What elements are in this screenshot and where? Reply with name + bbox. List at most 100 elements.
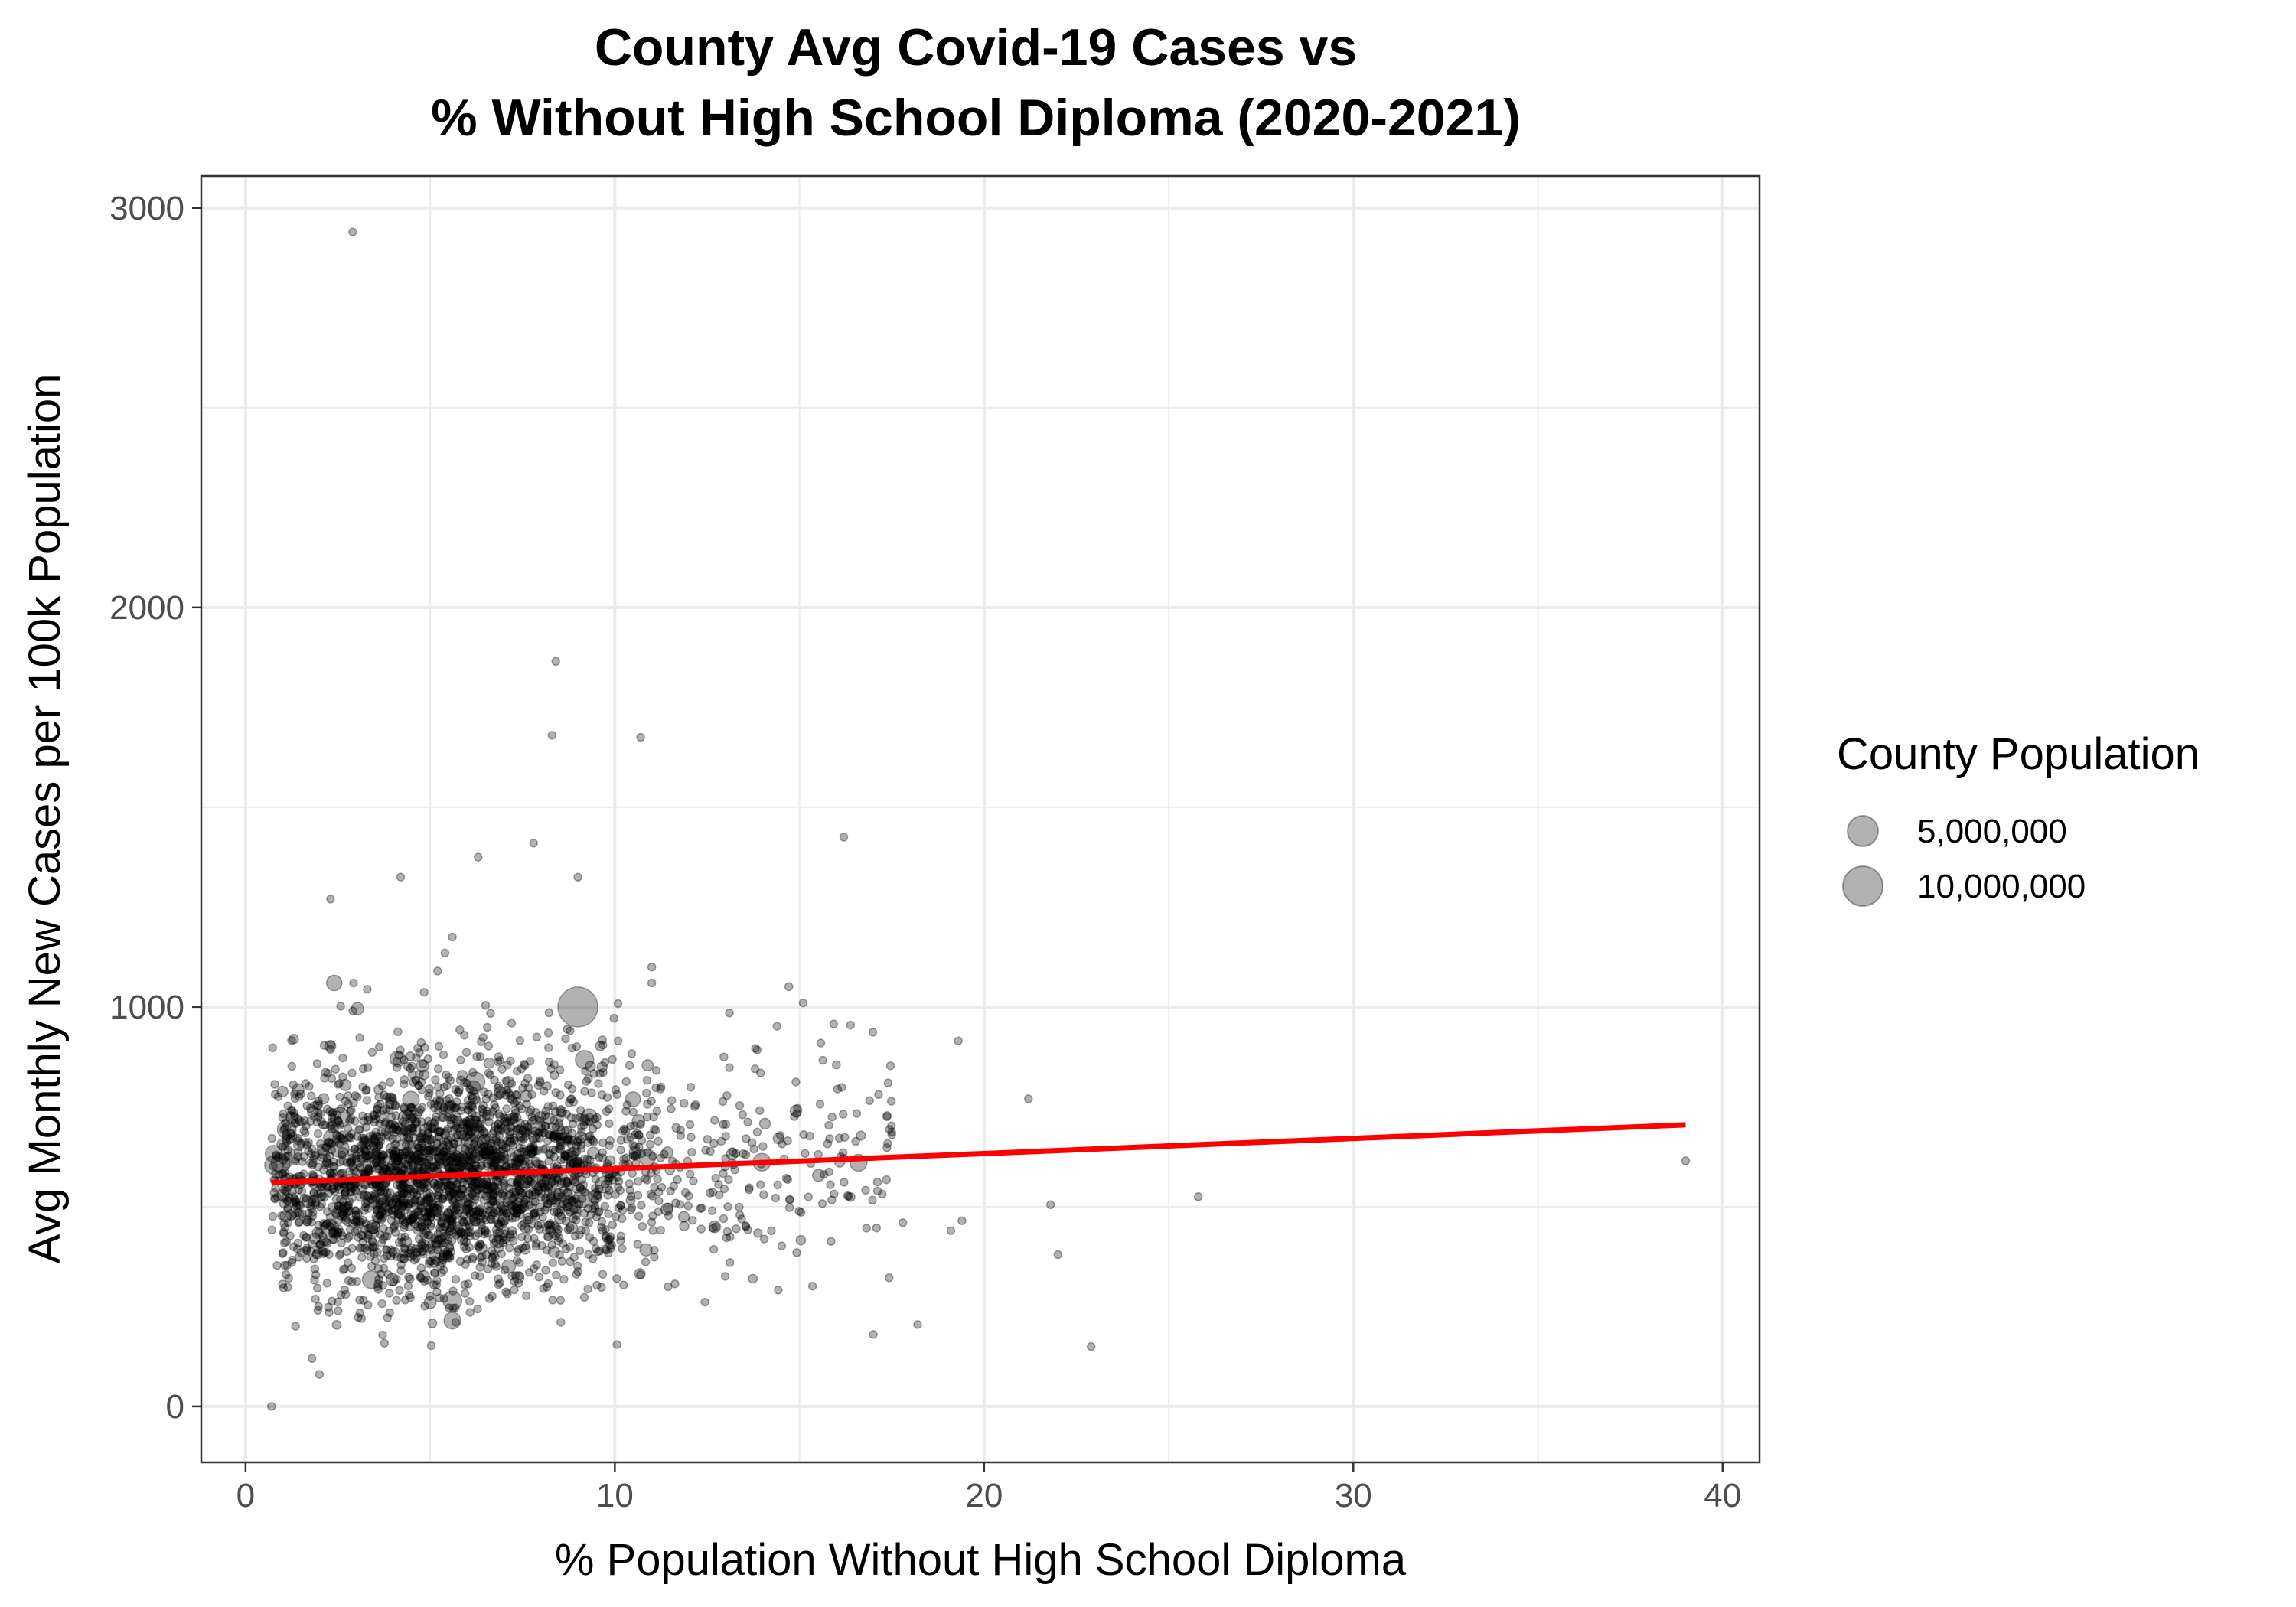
county-point [611,1085,621,1094]
county-point [536,1193,546,1202]
county-point [708,1188,718,1197]
county-point [278,1249,288,1258]
county-point [435,1126,445,1136]
county-point [569,1198,579,1207]
county-point [398,1153,408,1163]
county-point [314,1101,323,1110]
county-point [402,1183,412,1193]
county-point [396,1045,405,1055]
county-point [312,1283,322,1293]
county-point [319,1218,328,1228]
county-point [611,1212,621,1221]
county-point [605,1173,615,1182]
county-point [373,1143,382,1152]
county-point [483,1185,493,1195]
county-point [471,1115,481,1125]
county-point [538,1178,547,1188]
county-point [872,1177,882,1187]
county-point [468,1092,481,1105]
county-point [429,1162,439,1172]
county-point [491,1185,501,1195]
county-point [650,1182,659,1192]
county-point [347,1068,357,1078]
county-point [491,1151,501,1160]
county-point [292,1201,301,1211]
county-point-29 [898,1218,908,1227]
county-point [413,1154,422,1164]
county-point [287,1061,297,1071]
county-point [414,1234,424,1244]
county-point [446,1120,456,1129]
county-point [406,1245,416,1255]
county-point [464,1203,474,1213]
county-point [882,1139,892,1149]
county-point [476,1184,485,1193]
county-point [418,1135,427,1144]
county-point [516,1136,526,1146]
county-point [400,1296,410,1305]
county-point [472,1051,481,1061]
county-point [421,1221,430,1231]
county-point [361,1219,371,1228]
county-point [527,1149,537,1159]
county-point [297,1209,307,1218]
county-point [415,1165,425,1174]
county-point [435,1210,445,1220]
county-point [278,1169,288,1178]
county-point [420,1243,430,1253]
county-point [370,1200,380,1210]
county-point [315,1202,325,1211]
county-point [505,1230,515,1239]
county-point [489,1189,498,1199]
county-point [519,1147,529,1157]
county-point [550,1207,559,1217]
county-point [364,1112,373,1122]
county-point [442,1250,452,1259]
county-point [448,1188,458,1198]
county-point [502,1076,515,1088]
county-point [306,1149,316,1159]
county-point [311,1198,321,1207]
county-point [572,1185,581,1194]
county-point [328,1227,340,1239]
county-point [641,1088,651,1098]
county-point [394,1200,403,1209]
county-point [484,1089,493,1099]
county-point [592,1212,602,1221]
county-point [567,1196,577,1206]
county-point [470,1155,480,1164]
county-point [403,1161,413,1171]
county-point [543,1232,553,1241]
county-point [402,1188,411,1198]
county-point [510,1156,520,1166]
county-point [292,1139,305,1152]
county-point [295,1201,305,1211]
county-point [605,1232,615,1241]
county-point [488,1252,497,1262]
county-point [314,1096,323,1106]
county-point [316,1188,325,1198]
county-point [462,1152,471,1162]
county-point [520,1161,530,1171]
county-point [399,1132,409,1142]
county-point [507,1271,517,1281]
county-point [439,1103,449,1113]
county-point [753,1228,763,1238]
county-point [536,1077,545,1087]
county-point [405,1051,416,1061]
county-point [565,1242,575,1252]
county-point [285,1135,295,1145]
county-point [373,1279,383,1289]
county-point [301,1195,314,1208]
county-point [413,1156,422,1165]
county-point [480,1185,490,1194]
county-point [463,1201,472,1211]
county-point [360,1224,370,1234]
county-point [478,1153,488,1162]
county-point [495,1090,505,1100]
county-point [378,1281,388,1290]
county-point-28 [883,1078,893,1087]
county-point [423,1196,432,1206]
county-point [399,1103,409,1113]
county-point [327,1146,337,1155]
